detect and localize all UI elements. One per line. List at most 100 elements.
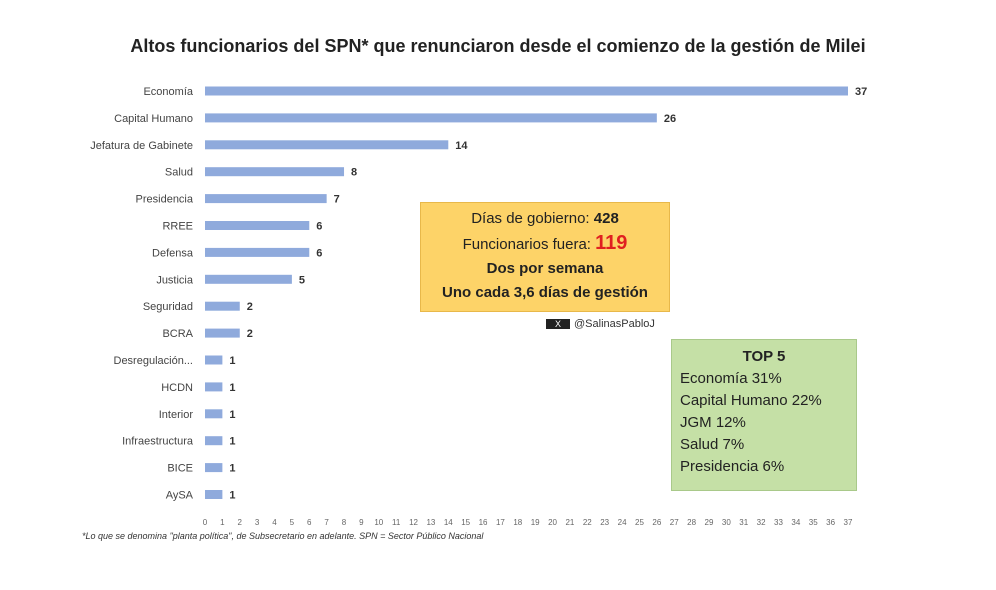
chart-title: Altos funcionarios del SPN* que renuncia… [130,36,866,56]
days-value: 428 [593,210,619,227]
value-label: 2 [247,328,253,340]
x-logo-icon: X [546,319,570,330]
value-label: 6 [316,221,322,233]
x-tick-label: 10 [374,518,383,527]
footnote: *Lo que se denomina "planta política", d… [82,531,484,541]
bar [205,194,327,204]
value-label: 8 [351,167,357,179]
top5-title: TOP 5 [742,348,786,365]
category-label: AySA [166,490,194,502]
x-tick-label: 16 [479,518,488,527]
x-tick-label: 0 [203,518,208,527]
category-label: Desregulación... [114,355,194,367]
x-tick-label: 5 [290,518,295,527]
days-label: Días de gobierno: [471,210,590,227]
x-tick-label: 19 [531,518,540,527]
x-tick-label: 27 [670,518,679,527]
value-label: 37 [855,86,867,98]
bar [205,382,223,392]
bar [205,221,310,230]
x-tick-label: 23 [600,518,609,527]
value-label: 7 [334,194,340,206]
x-tick-label: 21 [565,518,574,527]
bar [205,113,657,123]
category-label: Interior [159,409,194,421]
value-label: 1 [229,382,235,394]
bar [205,247,310,257]
category-label: BCRA [162,328,193,340]
category-label: Seguridad [143,301,193,313]
bar [205,140,449,150]
category-label: Defensa [152,247,194,259]
bar [205,167,345,177]
bar [205,436,223,446]
x-tick-label: 18 [513,518,522,527]
author-handle: X @SalinasPabloJ [546,318,655,330]
bar [205,274,292,284]
value-label: 1 [229,409,235,421]
x-tick-label: 3 [255,518,260,527]
category-label: Jefatura de Gabinete [90,140,193,152]
officials-label: Funcionarios fuera: [462,236,591,253]
bar [205,463,223,473]
rate-week-line: Dos por semana [486,260,604,277]
x-tick-label: 20 [548,518,557,527]
category-label: Capital Humano [114,113,193,125]
top5-box: TOP 5 Economía 31% Capital Humano 22% JG… [671,339,857,491]
top5-item: Economía 31% [680,370,782,387]
x-tick-label: 33 [774,518,783,527]
bar [205,328,240,338]
bar [205,301,240,311]
x-tick-label: 35 [809,518,818,527]
x-tick-label: 28 [687,518,696,527]
x-tick-label: 8 [342,518,347,527]
category-label: BICE [167,463,193,475]
bar [205,409,223,419]
x-tick-label: 31 [739,518,748,527]
value-label: 5 [299,274,305,286]
top5-item: Presidencia 6% [680,458,785,475]
value-label: 2 [247,301,253,313]
bar [205,355,223,365]
value-label: 14 [455,140,468,152]
value-label: 1 [229,436,235,448]
x-tick-label: 32 [757,518,766,527]
x-tick-label: 30 [722,518,731,527]
value-label: 1 [229,355,235,367]
x-tick-label: 36 [826,518,835,527]
x-tick-label: 7 [324,518,329,527]
x-tick-label: 1 [220,518,225,527]
value-label: 26 [664,113,676,125]
top5-item: Capital Humano 22% [680,392,822,409]
x-tick-label: 9 [359,518,364,527]
handle-text: @SalinasPabloJ [574,318,655,330]
category-label: Salud [165,167,193,179]
category-label: Infraestructura [122,436,194,448]
x-tick-label: 17 [496,518,505,527]
x-tick-label: 12 [409,518,418,527]
x-tick-label: 4 [272,518,277,527]
category-label: Economía [143,86,193,98]
x-tick-label: 6 [307,518,312,527]
x-tick-label: 2 [238,518,243,527]
top5-item: Salud 7% [680,436,745,453]
value-label: 1 [229,490,235,502]
x-tick-label: 13 [426,518,435,527]
x-tick-label: 15 [461,518,470,527]
x-tick-label: 11 [392,518,401,527]
value-label: 6 [316,247,322,259]
officials-line: Funcionarios fuera: 119 [421,231,669,257]
x-tick-label: 22 [583,518,592,527]
x-tick-label: 34 [791,518,800,527]
x-tick-label: 37 [844,518,853,527]
category-label: RREE [162,221,193,233]
bar [205,86,848,96]
category-label: Justicia [156,274,194,286]
days-line: Días de gobierno: 428 [421,207,669,231]
value-label: 1 [229,463,235,475]
x-tick-label: 26 [652,518,661,527]
top5-item: JGM 12% [680,414,746,431]
x-tick-label: 14 [444,518,453,527]
rate-days-line: Uno cada 3,6 días de gestión [442,284,648,301]
